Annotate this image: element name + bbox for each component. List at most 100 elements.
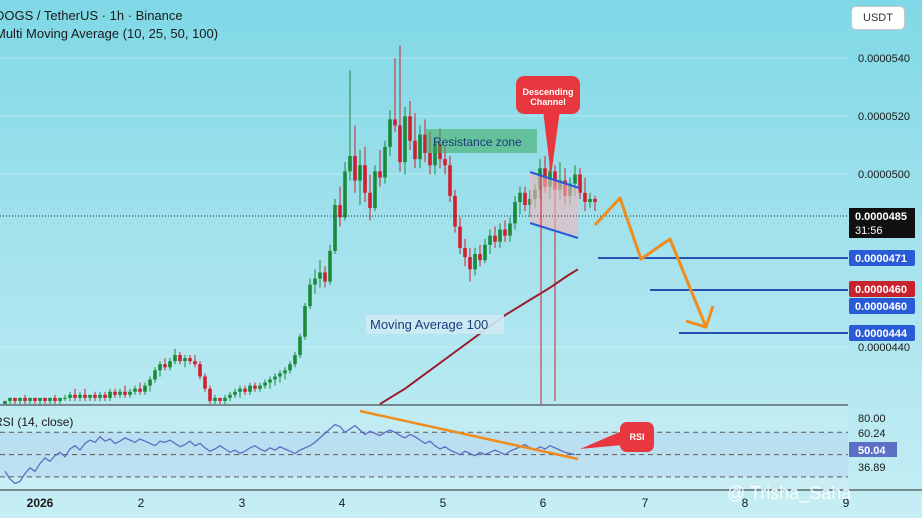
- candle-body: [483, 244, 487, 261]
- candle-body: [378, 171, 382, 178]
- candle-body: [103, 394, 107, 398]
- candle-body: [448, 165, 452, 196]
- rsi-panel: [0, 405, 848, 490]
- candle-body: [158, 364, 162, 371]
- rsi-trendline: [359, 409, 579, 461]
- time-tick-label: 8: [742, 496, 749, 510]
- currency-button[interactable]: USDT: [851, 6, 905, 30]
- candle-body: [218, 397, 222, 401]
- candle-body: [323, 272, 327, 282]
- candle-body: [3, 400, 7, 404]
- time-tick-label: 4: [339, 496, 346, 510]
- candle-body: [228, 394, 232, 398]
- current-price-countdown: 31:56: [855, 225, 883, 237]
- candle-body: [193, 361, 197, 365]
- price-badge: [849, 325, 915, 341]
- candle-body: [83, 394, 87, 398]
- candle-body: [413, 140, 417, 160]
- resistance-zone-box: [426, 129, 537, 153]
- candle-body: [398, 125, 402, 163]
- candles: [3, 45, 597, 404]
- channel-lower-line: [529, 222, 579, 239]
- candle-body: [208, 388, 212, 401]
- candle-body: [153, 370, 157, 380]
- current-price-badge: [849, 208, 915, 238]
- candle-body: [88, 394, 92, 398]
- candle-body: [353, 156, 357, 181]
- candle-body: [373, 171, 377, 209]
- ma100-label-text: Moving Average 100: [370, 317, 488, 332]
- candle-body: [308, 284, 312, 307]
- price-axis: 0.0000540 0.0000520 0.0000500 0.0000440: [858, 53, 910, 354]
- candle-body: [203, 376, 207, 389]
- candle-body: [283, 370, 287, 374]
- price-tick-label: 0.0000540: [858, 53, 910, 65]
- candle-body: [78, 394, 82, 398]
- candle-body: [468, 257, 472, 270]
- candle-body: [98, 394, 102, 398]
- callout-text-line2: Channel: [530, 97, 566, 107]
- projection-arrowhead: [685, 305, 715, 329]
- candle-body: [498, 229, 502, 242]
- candle-body: [428, 152, 432, 166]
- candle-body: [463, 247, 467, 258]
- time-tick-label: 6: [540, 496, 547, 510]
- candle-body: [523, 192, 527, 206]
- candle-body: [238, 388, 242, 392]
- resistance-zone: Resistance zone: [426, 129, 537, 153]
- candle-body: [278, 373, 282, 377]
- watermark: @ Trisha_Saha: [727, 483, 852, 503]
- candle-body: [58, 397, 62, 401]
- price-grid: [0, 57, 848, 348]
- candle-body: [28, 397, 32, 401]
- indicator-label: Multi Moving Average (10, 25, 50, 100): [0, 26, 219, 41]
- rsi-tick-label: 60.24: [858, 428, 886, 440]
- price-tick-label: 0.0000500: [858, 169, 910, 181]
- candle-body: [518, 192, 522, 202]
- candle-body: [313, 278, 317, 285]
- ma100-label-box: [366, 315, 504, 334]
- candle-body: [348, 156, 352, 172]
- candle-body: [303, 306, 307, 337]
- candle-body: [48, 397, 52, 401]
- candle-body: [198, 364, 202, 377]
- rsi-line: [4, 423, 576, 485]
- candle-body: [38, 397, 42, 401]
- candle-body: [23, 397, 27, 401]
- candle-body: [93, 394, 97, 398]
- candle-body: [73, 394, 77, 398]
- time-tick-label: 2: [138, 496, 145, 510]
- candle-body: [298, 336, 302, 356]
- candle-body: [123, 391, 127, 395]
- candle-body: [513, 201, 517, 224]
- descending-channel-callout: Descending Channel: [516, 76, 580, 176]
- candle-body: [18, 397, 22, 401]
- candle-body: [233, 391, 237, 395]
- candle-body: [213, 397, 217, 401]
- channel-fill: [530, 172, 579, 238]
- candle-body: [583, 192, 587, 202]
- time-tick-label: 5: [440, 496, 447, 510]
- candle-body: [8, 397, 12, 401]
- candle-body: [108, 391, 112, 398]
- candle-body: [473, 254, 477, 270]
- time-tick-label: 9: [843, 496, 850, 510]
- candle-body: [188, 358, 192, 362]
- rsi-callout-bubble: [620, 422, 654, 452]
- candle-body: [343, 171, 347, 218]
- rsi-callout: RSI: [580, 422, 654, 452]
- candle-body: [293, 355, 297, 365]
- rsi-label: RSI (14, close): [0, 415, 73, 429]
- candle-body: [128, 391, 132, 395]
- candle-body: [418, 134, 422, 160]
- price-badge: [849, 250, 915, 266]
- price-badge-label: 0.0000460: [855, 301, 907, 313]
- candle-body: [593, 198, 597, 202]
- candle-body: [273, 376, 277, 380]
- rsi-tick-label: 36.89: [858, 462, 886, 474]
- candle-body: [43, 397, 47, 401]
- price-tick-label: 0.0000440: [858, 342, 910, 354]
- candle-body: [113, 391, 117, 395]
- time-tick-label: 2026: [27, 496, 54, 510]
